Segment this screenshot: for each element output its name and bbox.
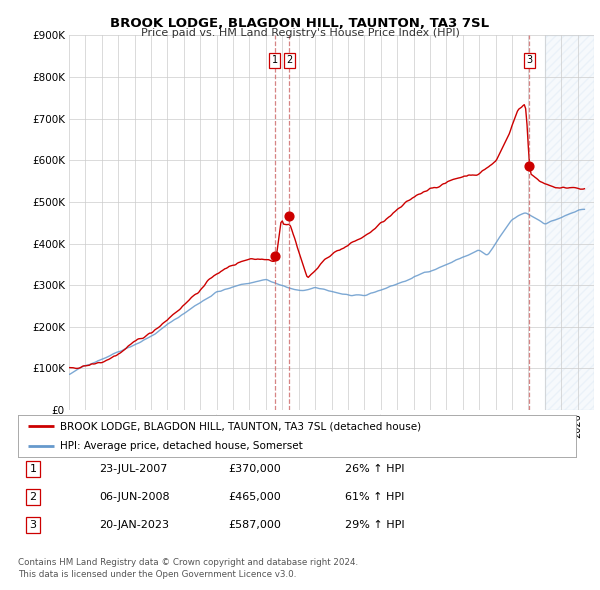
Text: 2: 2: [29, 492, 37, 502]
Text: 3: 3: [29, 520, 37, 530]
Text: 06-JUN-2008: 06-JUN-2008: [99, 492, 170, 502]
Text: BROOK LODGE, BLAGDON HILL, TAUNTON, TA3 7SL (detached house): BROOK LODGE, BLAGDON HILL, TAUNTON, TA3 …: [60, 421, 421, 431]
Text: Contains HM Land Registry data © Crown copyright and database right 2024.: Contains HM Land Registry data © Crown c…: [18, 558, 358, 567]
Point: [524, 161, 534, 171]
Text: £587,000: £587,000: [228, 520, 281, 530]
Text: 61% ↑ HPI: 61% ↑ HPI: [345, 492, 404, 502]
Text: 26% ↑ HPI: 26% ↑ HPI: [345, 464, 404, 474]
Text: 3: 3: [526, 55, 532, 65]
Text: 1: 1: [272, 55, 278, 65]
Text: BROOK LODGE, BLAGDON HILL, TAUNTON, TA3 7SL: BROOK LODGE, BLAGDON HILL, TAUNTON, TA3 …: [110, 17, 490, 30]
Text: 20-JAN-2023: 20-JAN-2023: [99, 520, 169, 530]
Bar: [545, 35, 594, 410]
Text: HPI: Average price, detached house, Somerset: HPI: Average price, detached house, Some…: [60, 441, 302, 451]
Text: Price paid vs. HM Land Registry's House Price Index (HPI): Price paid vs. HM Land Registry's House …: [140, 28, 460, 38]
Text: 23-JUL-2007: 23-JUL-2007: [99, 464, 167, 474]
Text: £465,000: £465,000: [228, 492, 281, 502]
Text: 2: 2: [286, 55, 292, 65]
Bar: [545, 35, 594, 410]
Text: This data is licensed under the Open Government Licence v3.0.: This data is licensed under the Open Gov…: [18, 570, 296, 579]
Text: 29% ↑ HPI: 29% ↑ HPI: [345, 520, 404, 530]
Text: £370,000: £370,000: [228, 464, 281, 474]
Point: [270, 251, 280, 261]
Text: 1: 1: [29, 464, 37, 474]
Point: [284, 212, 294, 221]
